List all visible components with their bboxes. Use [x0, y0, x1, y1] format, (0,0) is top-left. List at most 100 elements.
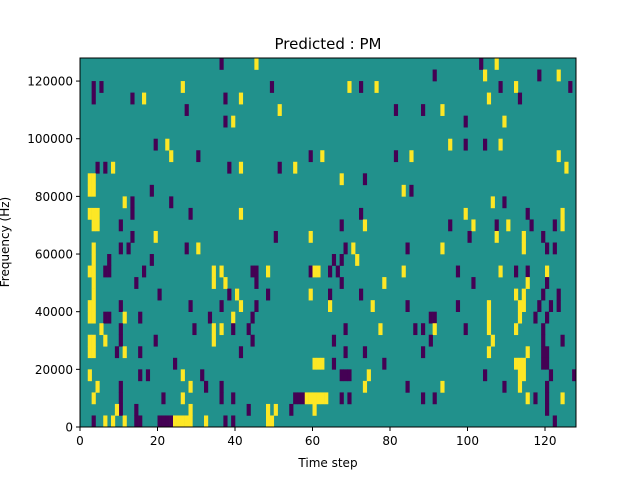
heatmap-cell-high	[320, 357, 325, 370]
heatmap-cell-low	[250, 265, 255, 278]
heatmap-cell-low	[238, 346, 244, 359]
heatmap-cell-high	[463, 207, 468, 220]
heatmap-cell-high	[320, 150, 325, 163]
heatmap-cell-low	[231, 415, 236, 428]
heatmap-cell-high	[498, 265, 503, 278]
heatmap-cell-low	[273, 230, 278, 243]
heatmap-cell-high	[347, 81, 352, 93]
heatmap-cell-high	[91, 311, 96, 324]
heatmap-cell-low	[118, 323, 123, 336]
heatmap-cell-high	[91, 288, 96, 301]
heatmap-cell-high	[355, 254, 360, 266]
heatmap-cell-low	[548, 369, 554, 382]
heatmap-cell-low	[138, 346, 143, 359]
heatmap-cell-high	[269, 415, 275, 428]
heatmap-cell-high	[238, 300, 244, 312]
heatmap-cell-high	[486, 92, 492, 105]
heatmap-cell-low	[308, 265, 313, 278]
heatmap-cell-low	[533, 392, 538, 405]
heatmap-cell-high	[521, 300, 526, 312]
heatmap-cell-low	[149, 184, 154, 197]
heatmap-cell-low	[103, 265, 108, 278]
heatmap-cell-low	[219, 300, 224, 312]
heatmap-cell-high	[176, 415, 182, 428]
y-tick-label: 100000	[27, 132, 73, 146]
heatmap-cell-low	[483, 369, 488, 382]
heatmap-cell-low	[134, 415, 139, 428]
heatmap-cell-low	[343, 369, 348, 382]
heatmap-cell-low	[548, 300, 554, 312]
heatmap-cell-low	[227, 161, 232, 174]
heatmap-cell-low	[541, 323, 546, 336]
heatmap-cell-low	[142, 265, 147, 278]
heatmap-cell-high	[180, 392, 185, 405]
heatmap-cell-low	[432, 311, 437, 324]
heatmap-cell-high	[273, 403, 278, 416]
heatmap-cell-low	[231, 392, 236, 405]
heatmap-cell-high	[122, 415, 127, 428]
heatmap-cell-high	[122, 196, 127, 209]
heatmap-cell-high	[211, 323, 216, 336]
plot-frame	[79, 57, 577, 428]
heatmap-cell-high	[366, 369, 371, 382]
heatmap-cell-low	[207, 311, 213, 324]
heatmap-cell-low	[231, 323, 236, 336]
heatmap-cell-low	[138, 415, 143, 428]
heatmap-cell-high	[312, 403, 317, 416]
heatmap-cell-low	[463, 115, 468, 128]
heatmap-cell-high	[277, 104, 282, 116]
heatmap-cell-high	[87, 173, 92, 186]
heatmap-cell-low	[421, 392, 426, 405]
heatmap-cell-high	[514, 81, 519, 93]
heatmap-cell-high	[486, 323, 492, 336]
heatmap-cell-low	[560, 334, 565, 347]
x-axis: 0 20 40 60 80 100 120	[76, 427, 556, 448]
heatmap-cell-low	[545, 311, 550, 324]
heatmap-cell-high	[370, 300, 375, 312]
x-tick-label: 40	[227, 434, 242, 448]
heatmap-cell-low	[138, 311, 143, 324]
heatmap-cell-high	[312, 265, 317, 278]
heatmap-cell-high	[95, 207, 100, 220]
heatmap-cell-low	[293, 392, 298, 405]
heatmap-cell-high	[560, 392, 565, 405]
heatmap-cell-low	[254, 300, 259, 312]
heatmap-cell-high	[486, 346, 492, 359]
heatmap-cell-high	[316, 265, 321, 278]
heatmap-cell-low	[223, 92, 228, 105]
heatmap-cell-high	[223, 277, 228, 289]
y-axis: 0 20000 40000 60000 80000 100000 120000	[27, 75, 80, 435]
heatmap-cell-low	[541, 346, 546, 359]
heatmap-cell-low	[219, 58, 224, 70]
heatmap-cell-low	[525, 207, 530, 220]
heatmap-cell-high	[320, 392, 325, 405]
heatmap-cell-low	[525, 265, 530, 278]
heatmap-cell-high	[312, 357, 317, 370]
heatmap-cell-low	[421, 104, 426, 116]
heatmap-cell-high	[328, 300, 333, 312]
heatmap-cell-low	[188, 300, 193, 312]
heatmap-cell-low	[359, 288, 364, 301]
heatmap-cell-low	[130, 92, 135, 105]
heatmap-background-mid-value	[80, 58, 576, 427]
heatmap-cell-low	[421, 346, 426, 359]
heatmap-cell-high	[324, 392, 329, 405]
heatmap-cell-high	[448, 138, 453, 151]
heatmap-cell-high	[556, 150, 561, 163]
heatmap-cell-high	[91, 173, 96, 186]
heatmap-cell-high	[293, 161, 298, 174]
heatmap-cell-low	[467, 230, 472, 243]
heatmap-cell-low	[455, 300, 461, 312]
heatmap-cell-low	[335, 265, 340, 278]
heatmap-cell-low	[545, 242, 550, 255]
heatmap-cell-low	[339, 392, 344, 405]
heatmap-cell-low	[545, 392, 550, 405]
heatmap-cell-high	[308, 392, 313, 405]
heatmap-cell-low	[192, 323, 197, 336]
heatmap-cell-low	[103, 161, 108, 174]
heatmap-cell-high	[99, 323, 104, 336]
heatmap-cell-low	[297, 392, 302, 405]
heatmap-cell-high	[122, 346, 127, 359]
heatmap-cell-low	[479, 58, 484, 70]
heatmap-cell-low	[552, 415, 557, 428]
